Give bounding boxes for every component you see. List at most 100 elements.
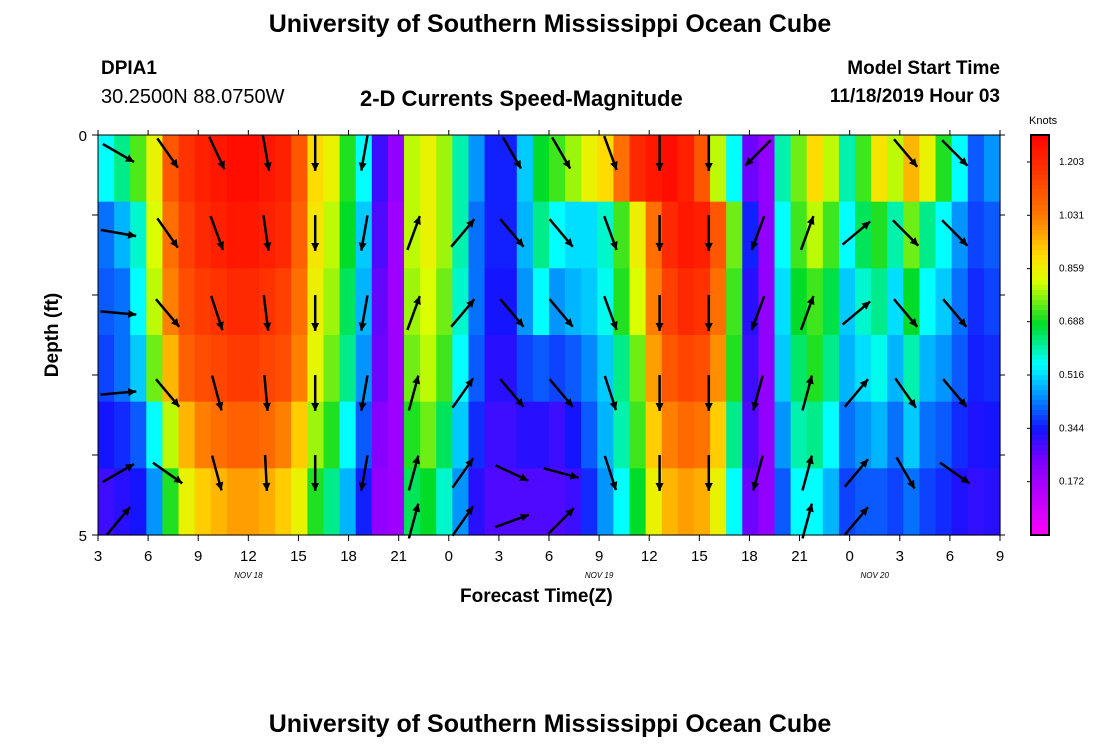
x-tick-label: 6 <box>545 548 553 565</box>
heatmap-cell <box>822 401 840 469</box>
x-tick-label: 3 <box>896 548 904 565</box>
current-vector-arrow <box>100 309 137 318</box>
heatmap-cell <box>693 335 711 403</box>
heatmap-cell <box>226 135 244 203</box>
colorbar-segment <box>1031 465 1049 471</box>
colorbar-segment <box>1031 520 1049 526</box>
heatmap-cell <box>242 268 260 336</box>
colorbar-segment <box>1031 485 1049 491</box>
heatmap-cell <box>339 468 357 536</box>
heatmap-cell <box>710 401 727 469</box>
current-vector-arrow <box>548 298 574 328</box>
colorbar-segment <box>1031 420 1049 426</box>
heatmap-cell <box>291 335 308 403</box>
heatmap-cell <box>613 401 631 469</box>
date-label: NOV 19 <box>585 571 614 580</box>
heatmap-cell <box>951 468 969 536</box>
current-vector-arrow <box>893 138 919 168</box>
heatmap-cell <box>806 468 824 536</box>
current-vector-arrow <box>311 295 320 331</box>
current-vector-arrow <box>603 215 618 251</box>
colorbar-segment <box>1031 370 1049 376</box>
heatmap-cell <box>452 335 470 403</box>
heatmap-cell <box>951 401 969 469</box>
colorbar-segment <box>1031 445 1049 451</box>
current-vector-arrow <box>655 295 664 331</box>
heatmap-cell <box>838 335 856 403</box>
current-vector-arrow <box>704 455 713 491</box>
heatmap-cell <box>565 401 582 469</box>
heatmap-cell <box>291 401 308 469</box>
current-vector-arrow <box>551 136 572 170</box>
heatmap-cell <box>226 201 244 269</box>
colorbar-segment <box>1031 210 1049 216</box>
heatmap-cell <box>484 335 502 403</box>
colorbar-segment <box>1031 295 1049 301</box>
heatmap-cell <box>484 468 502 536</box>
heatmap-cell <box>919 335 937 403</box>
heatmap-cell <box>468 268 486 336</box>
heatmap-cell <box>887 468 904 536</box>
colorbar-segment <box>1031 250 1049 256</box>
heatmap-cell <box>774 201 792 269</box>
heatmap-cell <box>549 268 566 336</box>
heatmap-cell <box>983 468 1001 536</box>
heatmap-cell <box>838 268 856 336</box>
heatmap-cell <box>291 201 308 269</box>
current-vector-arrow <box>655 215 664 251</box>
heatmap-cell <box>677 468 695 536</box>
heatmap-cell <box>532 468 550 536</box>
heatmap-cell <box>967 468 985 536</box>
colorbar-segment <box>1031 285 1049 291</box>
heatmap-cell <box>903 468 921 536</box>
colorbar-segment <box>1031 515 1049 521</box>
heatmap-cell <box>114 268 131 336</box>
colorbar-segment <box>1031 305 1049 311</box>
current-vector-arrow <box>262 374 271 412</box>
date-label: NOV 20 <box>860 571 889 580</box>
current-vector-arrow <box>262 294 272 332</box>
colorbar-segment <box>1031 495 1049 501</box>
heatmap-cell <box>275 401 292 469</box>
date-label: NOV 18 <box>234 571 263 580</box>
heatmap-cell <box>871 401 888 469</box>
current-vector-arrow <box>501 136 523 170</box>
heatmap-cell <box>742 401 759 469</box>
current-vector-arrow <box>942 378 968 408</box>
colorbar-segment <box>1031 185 1049 191</box>
heatmap-cell <box>838 201 856 269</box>
heatmap-cell <box>871 201 888 269</box>
current-vector-arrow <box>548 378 574 408</box>
heatmap-cell <box>500 268 518 336</box>
colorbar-segment <box>1031 155 1049 161</box>
colorbar-frame <box>1030 134 1050 536</box>
heatmap-cell <box>130 201 147 269</box>
heatmap-cell <box>500 201 518 269</box>
heatmap-cell <box>436 335 453 403</box>
heatmap-cell <box>210 401 228 469</box>
colorbar-segment <box>1031 240 1049 246</box>
current-vector-arrow <box>892 219 920 247</box>
colorbar-segment <box>1031 425 1049 431</box>
colorbar-segment <box>1031 330 1049 336</box>
heatmap-cell <box>98 201 115 269</box>
heatmap-cell <box>581 201 598 269</box>
heatmap-cell <box>967 268 985 336</box>
current-vector-arrow <box>358 455 369 491</box>
colorbar-segment <box>1031 460 1049 466</box>
current-vector-arrow <box>751 375 764 411</box>
heatmap-cell <box>404 268 421 336</box>
heatmap-cell <box>371 268 389 336</box>
heatmap-cell <box>661 401 679 469</box>
heatmap-cell <box>323 468 341 536</box>
colorbar-segment <box>1031 140 1049 146</box>
heatmap-cell <box>226 401 244 469</box>
colorbar-segment <box>1031 315 1049 321</box>
current-vector-arrow <box>358 135 369 171</box>
page-title: University of Southern Mississippi Ocean… <box>268 10 832 38</box>
colorbar-segment <box>1031 275 1049 281</box>
colorbar-segment <box>1031 415 1049 421</box>
current-vector-arrow <box>451 377 475 409</box>
x-tick-label: 3 <box>495 548 503 565</box>
current-vector-arrow <box>311 455 320 491</box>
